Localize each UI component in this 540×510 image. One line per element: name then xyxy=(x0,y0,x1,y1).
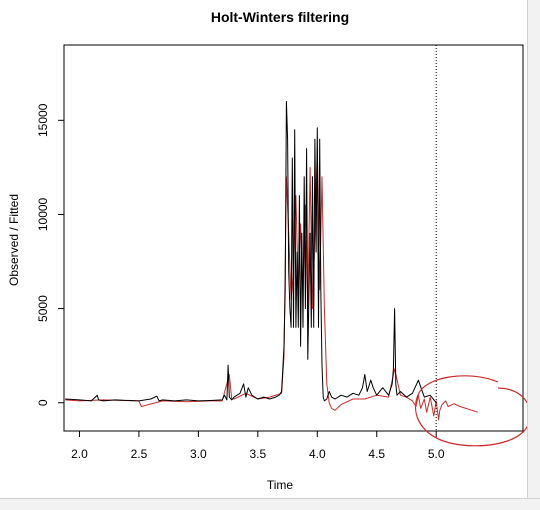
y-tick-label: 0 xyxy=(36,399,50,406)
fitted-series-line xyxy=(65,148,478,421)
series-layer xyxy=(65,101,478,421)
window-frame-right xyxy=(527,0,540,510)
x-tick-label: 2.5 xyxy=(131,447,148,461)
y-tick-label: 10000 xyxy=(36,197,50,231)
x-tick-label: 3.0 xyxy=(190,447,207,461)
x-axis: 2.0 2.5 3.0 3.5 4.0 4.5 5.0 xyxy=(71,430,445,461)
x-axis-title: Time xyxy=(267,478,294,492)
y-axis: 0 5000 10000 15000 xyxy=(36,103,65,406)
x-tick-label: 4.0 xyxy=(309,447,326,461)
chart-title: Holt-Winters filtering xyxy=(211,9,349,25)
x-tick-label: 2.0 xyxy=(71,447,88,461)
plot-frame xyxy=(63,44,524,432)
x-tick-label: 5.0 xyxy=(428,447,445,461)
x-tick-label: 3.5 xyxy=(249,447,266,461)
y-tick-label: 15000 xyxy=(36,103,50,137)
y-tick-label: 5000 xyxy=(36,295,50,322)
x-tick-label: 4.5 xyxy=(368,447,385,461)
window-frame-bottom xyxy=(0,498,540,510)
observed-series-line xyxy=(65,101,437,404)
y-axis-title: Observed / Fitted xyxy=(7,194,21,286)
